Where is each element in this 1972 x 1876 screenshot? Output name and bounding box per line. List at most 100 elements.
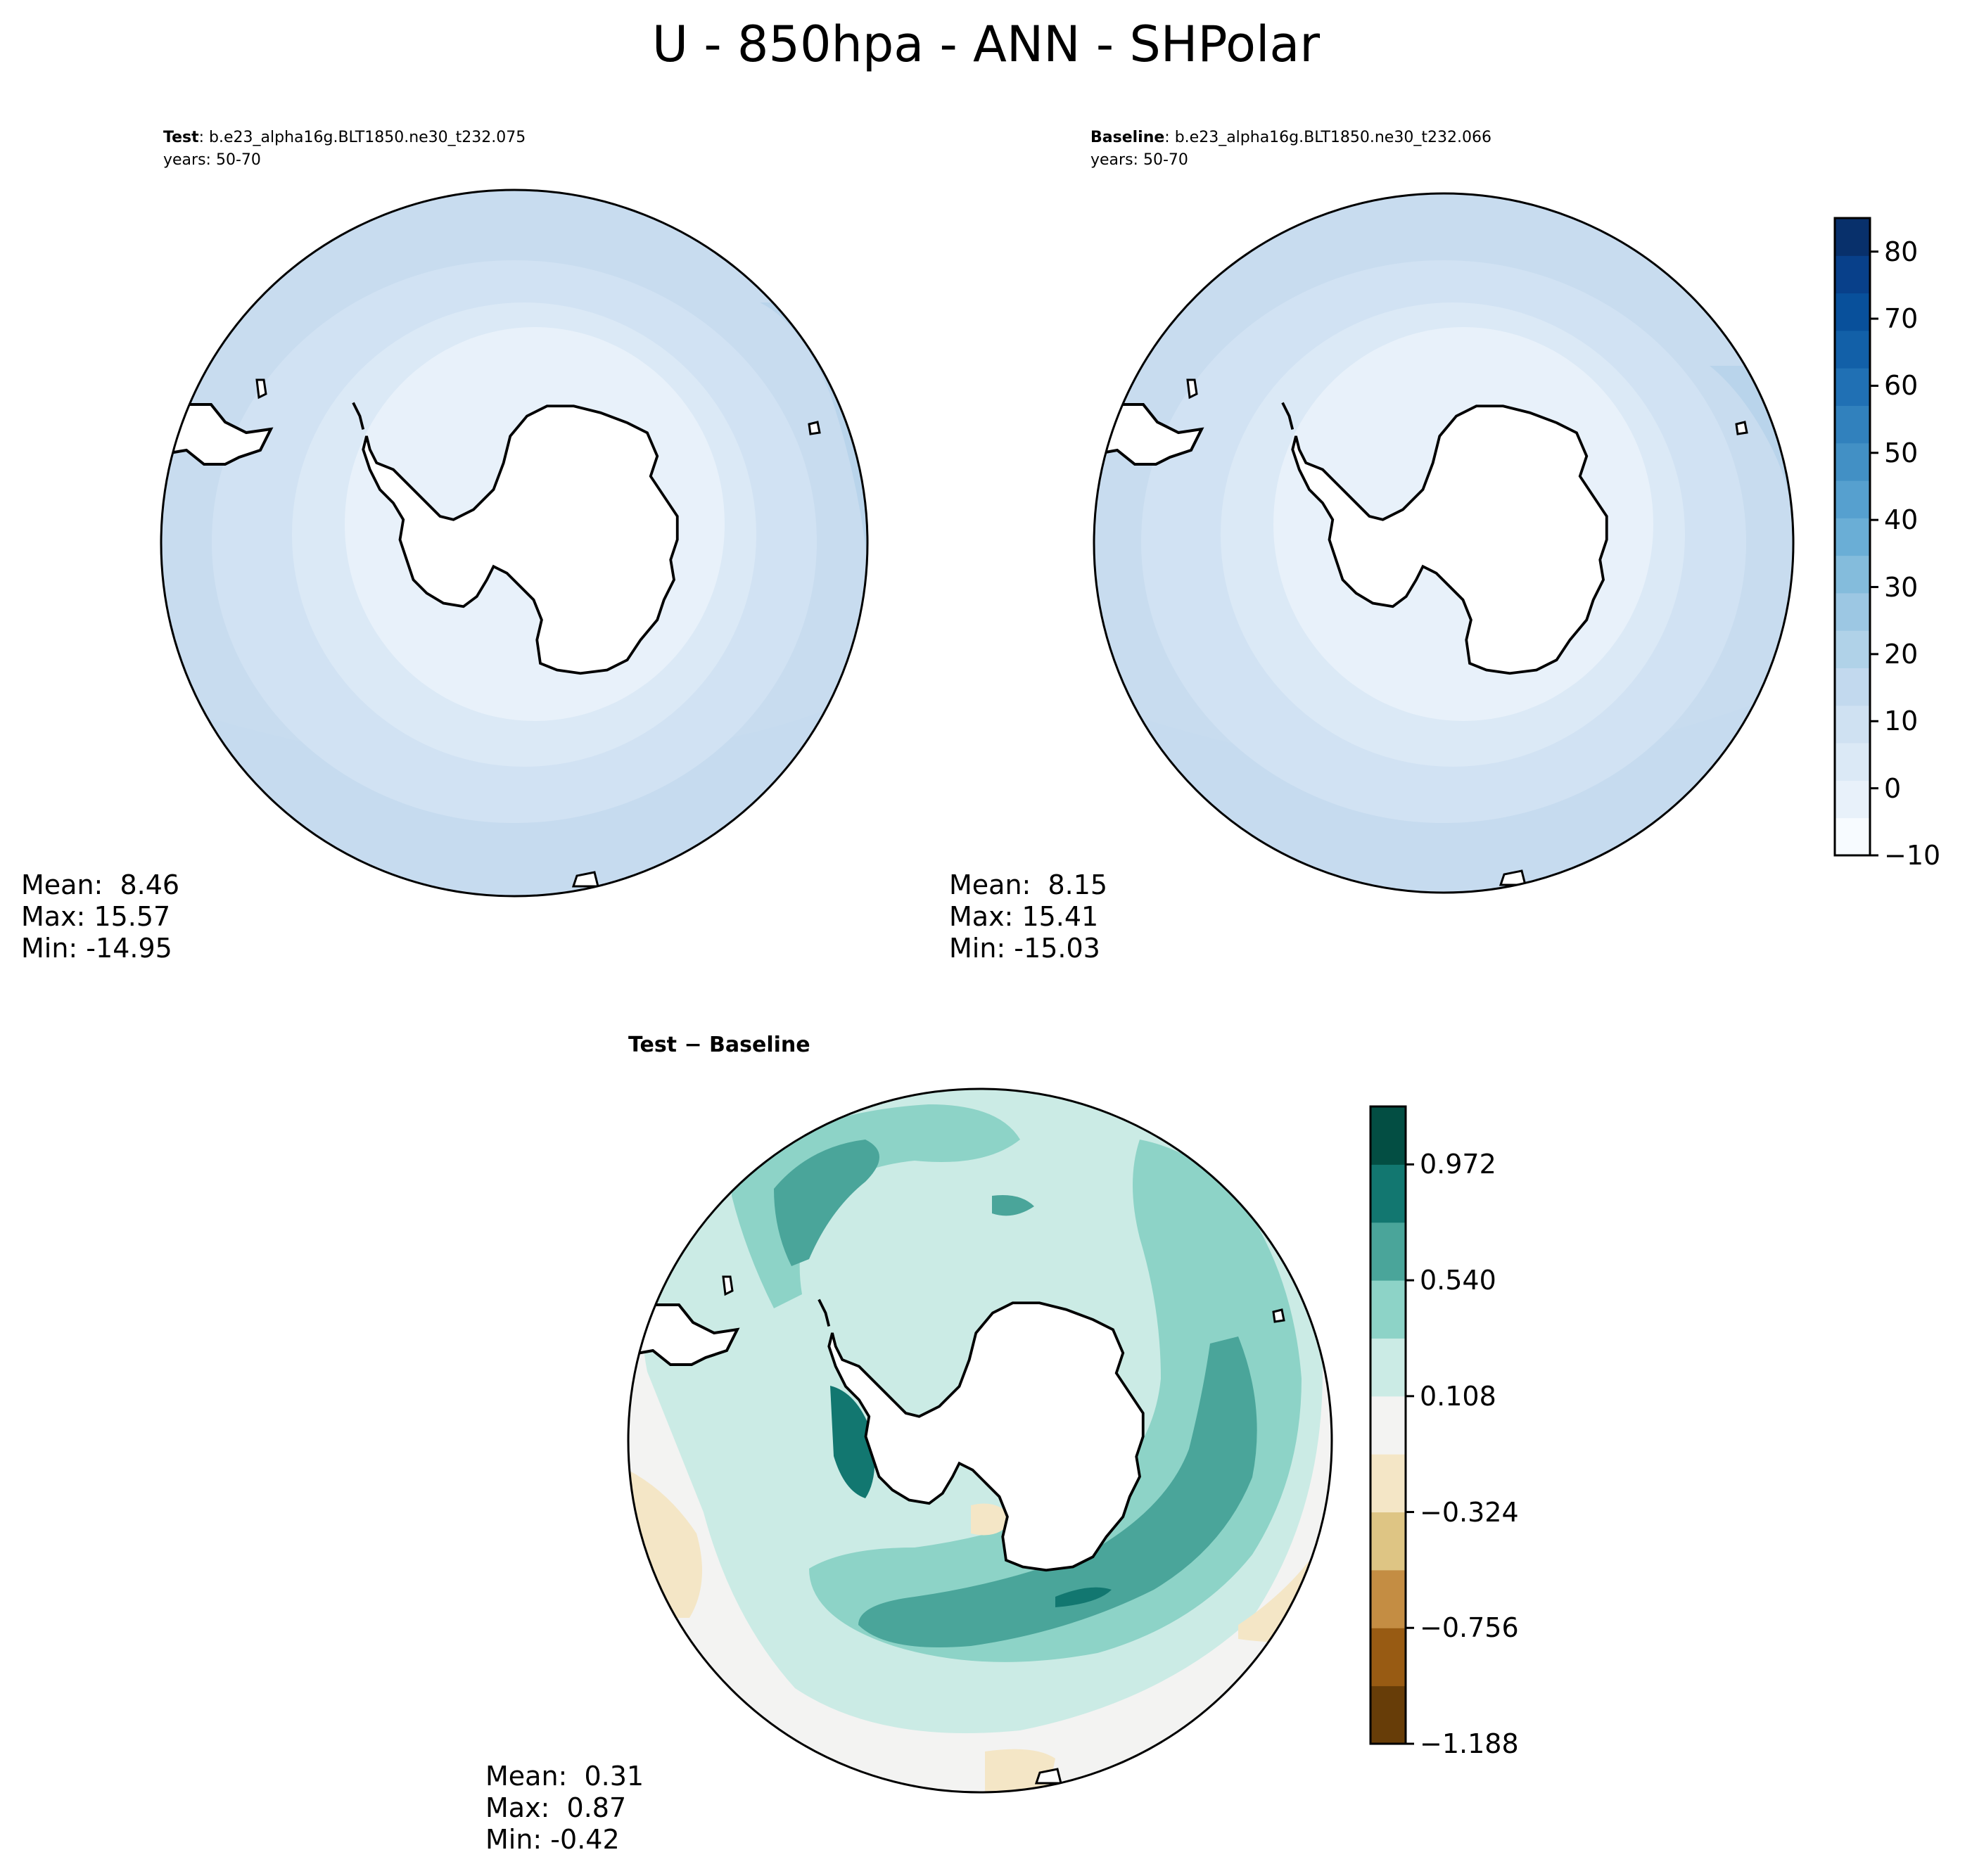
baseline-island-2 bbox=[1735, 421, 1748, 435]
diff-colorbar-tick-label: −1.188 bbox=[1420, 1728, 1519, 1759]
main-colorbar-segment bbox=[1835, 480, 1870, 518]
diff-colorbar-tick-label: −0.756 bbox=[1420, 1612, 1519, 1644]
main-colorbar-tick-label: 50 bbox=[1884, 437, 1919, 468]
baseline-label-case: : b.e23_alpha16g.BLT1850.ne30_t232.066 bbox=[1164, 129, 1491, 146]
main-colorbar-segment bbox=[1835, 293, 1870, 331]
diff-island-3 bbox=[1034, 1768, 1062, 1785]
baseline-panel-label: Baseline: b.e23_alpha16g.BLT1850.ne30_t2… bbox=[1090, 127, 1491, 172]
diff-colorbar-frame bbox=[1369, 1105, 1407, 1745]
main-colorbar-segment bbox=[1835, 743, 1870, 781]
diff-map bbox=[627, 1087, 1333, 1794]
diff-panel-label: Test − Baseline bbox=[628, 1034, 810, 1057]
test-antarctica-coast bbox=[362, 404, 679, 675]
test-island-3 bbox=[571, 871, 599, 888]
diff-colorbar-segment bbox=[1370, 1106, 1406, 1165]
main-colorbar-frame bbox=[1833, 217, 1871, 857]
diff-dark-band bbox=[858, 1336, 1257, 1647]
main-colorbar-segment bbox=[1835, 518, 1870, 556]
main-colorbar-segment bbox=[1835, 592, 1870, 631]
test-island-1 bbox=[255, 378, 267, 400]
diff-colorbar-tick-label: 0.972 bbox=[1420, 1149, 1496, 1180]
diff-colorbar-segment bbox=[1370, 1569, 1406, 1628]
main-colorbar-tick-label: 10 bbox=[1884, 706, 1919, 737]
test-max: Max: 15.57 bbox=[21, 901, 171, 932]
main-colorbar-tick-label: 20 bbox=[1884, 638, 1919, 670]
diff-darkest-patch bbox=[1055, 1587, 1112, 1607]
main-colorbar-tick-label: −10 bbox=[1884, 840, 1941, 871]
diff-south-america bbox=[628, 1303, 740, 1366]
diff-peninsula bbox=[818, 1298, 831, 1327]
baseline-mean: Mean: 8.15 bbox=[949, 869, 1108, 900]
main-colorbar-segment bbox=[1835, 668, 1870, 706]
test-label-bold: Test bbox=[163, 129, 199, 146]
main-colorbar-tick-label: 80 bbox=[1884, 236, 1919, 267]
baseline-island-1 bbox=[1186, 378, 1198, 400]
diff-dark-blob bbox=[992, 1195, 1034, 1216]
baseline-map-boundary bbox=[1093, 192, 1795, 894]
diff-mean: Mean: 0.31 bbox=[485, 1761, 644, 1792]
baseline-map bbox=[1093, 192, 1795, 894]
baseline-antarctica-coast bbox=[1291, 404, 1608, 675]
diff-colorbar-segment bbox=[1370, 1685, 1406, 1744]
baseline-years: years: 50-70 bbox=[1090, 151, 1188, 169]
diff-colorbar-segment bbox=[1370, 1454, 1406, 1513]
test-label-case: : b.e23_alpha16g.BLT1850.ne30_t232.075 bbox=[198, 129, 526, 146]
diff-min: Min: -0.42 bbox=[485, 1824, 620, 1855]
main-colorbar-tick-label: 40 bbox=[1884, 504, 1919, 536]
baseline-min: Min: -15.03 bbox=[949, 933, 1100, 964]
main-colorbar-segment bbox=[1835, 442, 1870, 481]
diff-colorbar-segment bbox=[1370, 1338, 1406, 1397]
main-colorbar-segment bbox=[1835, 330, 1870, 369]
main-colorbar bbox=[1833, 217, 1878, 857]
test-mean: Mean: 8.46 bbox=[21, 869, 180, 900]
main-colorbar-tick-label: 0 bbox=[1884, 772, 1902, 804]
diff-dark-arc-upper bbox=[774, 1140, 879, 1266]
main-colorbar-segment bbox=[1835, 555, 1870, 594]
diff-colorbar-segment bbox=[1370, 1396, 1406, 1455]
diff-colorbar-segment bbox=[1370, 1512, 1406, 1571]
main-colorbar-tick-label: 60 bbox=[1884, 370, 1919, 402]
baseline-south-america bbox=[1094, 403, 1204, 466]
diff-colorbar-segment bbox=[1370, 1222, 1406, 1281]
test-peninsula bbox=[352, 402, 365, 430]
test-years: years: 50-70 bbox=[163, 151, 261, 169]
diff-colorbar-segment bbox=[1370, 1280, 1406, 1339]
diff-colorbar-segment bbox=[1370, 1164, 1406, 1223]
test-panel-label: Test: b.e23_alpha16g.BLT1850.ne30_t232.0… bbox=[163, 127, 526, 172]
test-stats: Mean: 8.46 Max: 15.57 Min: -14.95 bbox=[21, 869, 179, 964]
diff-colorbar-tick-label: 0.540 bbox=[1420, 1265, 1496, 1296]
main-colorbar-tick-label: 30 bbox=[1884, 571, 1919, 603]
main-colorbar-segment bbox=[1835, 630, 1870, 669]
diff-teal-arc-upper bbox=[732, 1104, 1020, 1308]
test-south-america bbox=[161, 403, 274, 466]
main-colorbar-segment bbox=[1835, 705, 1870, 744]
baseline-max: Max: 15.41 bbox=[949, 901, 1099, 932]
diff-max: Max: 0.87 bbox=[485, 1792, 627, 1823]
diff-dark-patch-left bbox=[830, 1386, 875, 1498]
diff-colorbar bbox=[1369, 1105, 1414, 1745]
baseline-label-bold: Baseline bbox=[1090, 129, 1165, 146]
diff-stats: Mean: 0.31 Max: 0.87 Min: -0.42 bbox=[485, 1761, 644, 1856]
diff-island-1 bbox=[722, 1275, 734, 1296]
diff-colorbar-segment bbox=[1370, 1628, 1406, 1687]
main-colorbar-segment bbox=[1835, 218, 1870, 256]
baseline-stats: Mean: 8.15 Max: 15.41 Min: -15.03 bbox=[949, 869, 1107, 964]
test-map-boundary bbox=[160, 189, 869, 898]
main-colorbar-segment bbox=[1835, 368, 1870, 406]
test-map bbox=[160, 189, 869, 898]
diff-antarctica-coast bbox=[827, 1301, 1145, 1572]
diff-island-2 bbox=[1272, 1308, 1285, 1323]
main-colorbar-segment bbox=[1835, 817, 1870, 856]
baseline-peninsula bbox=[1281, 402, 1294, 430]
test-island-2 bbox=[808, 421, 821, 435]
main-colorbar-segment bbox=[1835, 405, 1870, 444]
figure-title: U - 850hpa - ANN - SHPolar bbox=[651, 15, 1321, 73]
main-colorbar-segment bbox=[1835, 780, 1870, 819]
diff-tan-center bbox=[971, 1503, 1013, 1536]
diff-label-text: Test − Baseline bbox=[628, 1033, 810, 1057]
main-colorbar-segment bbox=[1835, 255, 1870, 294]
diff-colorbar-tick-label: 0.108 bbox=[1420, 1380, 1496, 1412]
diff-colorbar-tick-label: −0.324 bbox=[1420, 1496, 1519, 1528]
test-min: Min: -14.95 bbox=[21, 933, 172, 964]
